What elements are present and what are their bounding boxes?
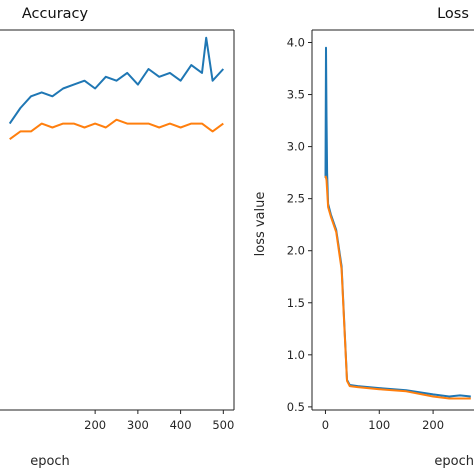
loss-chart: Loss 0.5 1.0 1.5 2.0 2.5 3.0 3.5 4.0 0 100 200 lo… [253,6,474,469]
loss-y-tick-label: 0.5 [287,400,305,414]
loss-series-group [324,46,471,400]
loss-y-tick-label: 2.0 [287,244,305,258]
accuracy-series-line-1 [8,36,225,125]
loss-y-tick-label: 3.5 [287,88,305,102]
loss-x-axis-title: epoch [434,454,474,469]
loss-x-ticks: 0 100 200 [322,410,444,432]
loss-y-tick-label: 2.5 [287,192,305,206]
loss-series-line-2 [324,175,471,400]
accuracy-series-group [8,36,225,141]
loss-y-tick-label: 1.0 [287,348,305,362]
accuracy-x-tick-label: 500 [212,418,234,432]
loss-y-tick-label: 3.0 [287,140,305,154]
loss-series-line-1 [324,46,471,398]
accuracy-x-tick-label: 200 [84,418,106,432]
accuracy-x-axis-title: epoch [30,454,70,469]
loss-x-tick-label: 200 [422,418,444,432]
loss-x-tick-label: 0 [322,418,329,432]
loss-y-ticks: 0.5 1.0 1.5 2.0 2.5 3.0 3.5 4.0 [287,35,312,414]
loss-x-tick-label: 100 [368,418,390,432]
loss-y-tick-label: 1.5 [287,296,305,310]
accuracy-x-tick-label: 300 [127,418,149,432]
loss-y-axis-title: loss value [253,192,268,257]
loss-chart-title: Loss [437,6,469,22]
accuracy-x-ticks: 200 300 400 500 [84,410,234,432]
accuracy-x-tick-label: 400 [170,418,192,432]
accuracy-chart: Accuracy 200 300 400 500 epoch [0,6,235,469]
accuracy-series-line-2 [9,118,224,141]
loss-y-tick-label: 4.0 [287,35,305,49]
accuracy-chart-title: Accuracy [22,6,89,22]
